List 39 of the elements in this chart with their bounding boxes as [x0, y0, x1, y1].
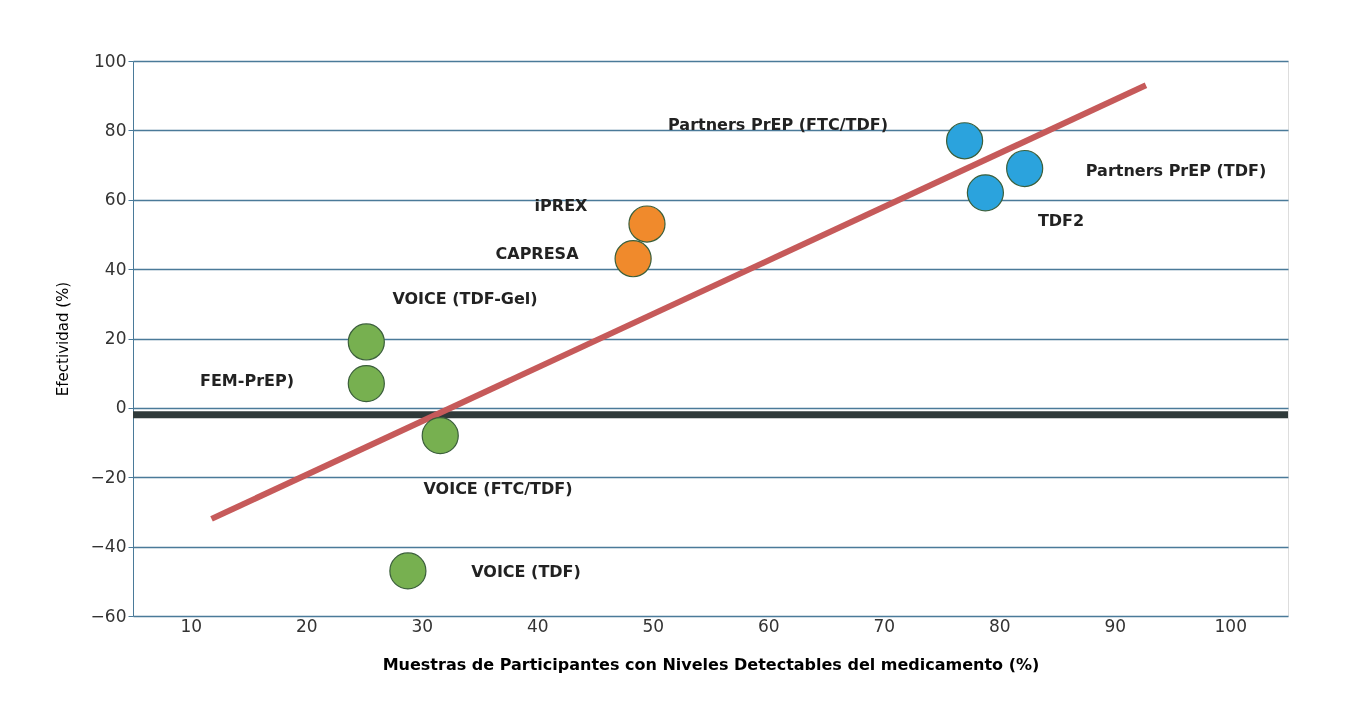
- x-tick-label: 80: [988, 615, 1011, 636]
- x-tick-label: 30: [411, 615, 434, 636]
- annotation: VOICE (TDF): [471, 562, 581, 581]
- annotation: Partners PrEP (TDF): [1085, 161, 1267, 180]
- x-tick-label: 70: [873, 615, 896, 636]
- x-tick-label: 10: [180, 615, 203, 636]
- x-tick-label: 50: [642, 615, 665, 636]
- annotation: TDF2: [1037, 211, 1085, 230]
- point: [347, 365, 385, 403]
- x-tick-label: 90: [1104, 615, 1127, 636]
- x-tick-label: 40: [526, 615, 549, 636]
- y-tick-label: 100: [94, 50, 127, 71]
- point: [945, 122, 984, 160]
- y-tick-label: −60: [90, 605, 127, 626]
- x-axis-title: Muestras de Participantes con Niveles Detectables del medicamento (%): [382, 654, 1040, 674]
- point: [347, 323, 385, 361]
- y-tick-label: −20: [90, 466, 127, 487]
- y-axis-title: Efectividad (%): [53, 281, 72, 397]
- y-tick-label: 80: [104, 119, 127, 140]
- x-tick-label: 100: [1214, 615, 1247, 636]
- y-tick-label: −40: [90, 536, 127, 557]
- point: [966, 174, 1005, 212]
- x-tick-label: 20: [295, 615, 318, 636]
- point: [421, 417, 459, 455]
- point: [1006, 149, 1044, 188]
- point: [389, 552, 427, 590]
- annotation: FEM-PrEP): [199, 371, 295, 390]
- x-tick-label: 60: [757, 615, 780, 636]
- annotation: CAPRESA: [495, 244, 580, 263]
- annotation: VOICE (TDF-Gel): [392, 289, 538, 308]
- point: [614, 240, 652, 278]
- y-tick-label: 0: [115, 397, 127, 418]
- annotation: Partners PrEP (FTC/TDF): [668, 115, 888, 134]
- annotation: iPREX: [534, 196, 589, 215]
- y-tick-label: 60: [104, 189, 127, 210]
- annotation: VOICE (FTC/TDF): [423, 479, 573, 498]
- point: [628, 205, 666, 243]
- y-tick-label: 20: [104, 328, 127, 348]
- y-tick-label: 40: [104, 258, 127, 279]
